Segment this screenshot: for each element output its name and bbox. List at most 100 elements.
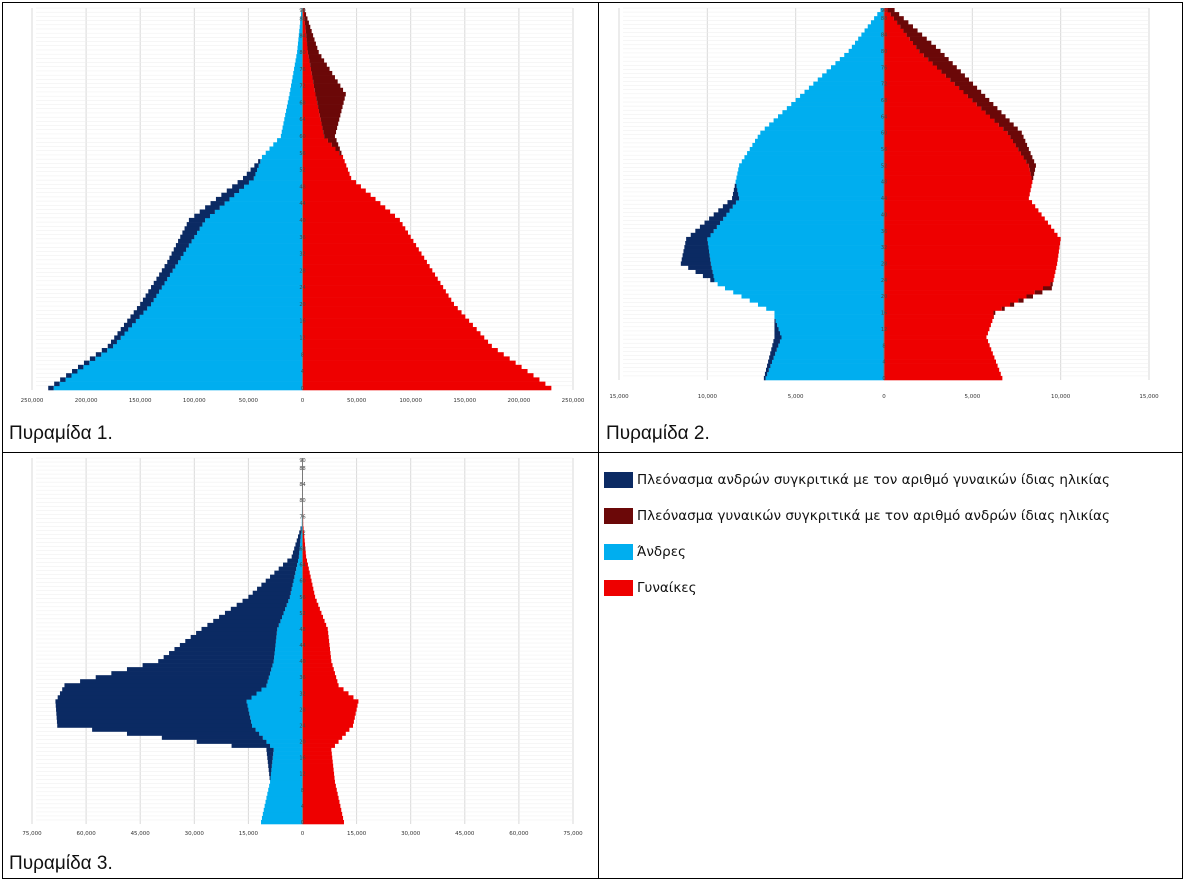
female-bar — [302, 28, 306, 34]
male-surplus-bar — [299, 530, 302, 535]
female-surplus-bar — [1034, 290, 1043, 295]
female-surplus-bar — [303, 8, 305, 13]
male-surplus-bar — [56, 715, 251, 720]
female-bar — [302, 803, 341, 809]
male-bar — [808, 85, 884, 91]
male-bar — [738, 167, 884, 172]
age-label: 4 — [301, 804, 304, 810]
female-bar — [884, 32, 907, 37]
male-surplus-bar — [173, 247, 187, 252]
male-surplus-bar — [265, 578, 294, 583]
female-bar — [302, 268, 433, 273]
female-bar — [302, 763, 334, 768]
female-bar — [884, 294, 1027, 299]
female-bar — [302, 731, 346, 736]
female-bar — [302, 771, 335, 777]
female-bar — [302, 70, 312, 76]
male-bar — [298, 37, 303, 42]
female-bar — [302, 703, 358, 708]
female-surplus-bar — [954, 81, 974, 86]
female-bar — [302, 671, 335, 676]
female-bar — [302, 634, 329, 640]
female-bar — [302, 699, 359, 704]
female-bar — [302, 289, 446, 294]
age-label: 88 — [299, 16, 305, 22]
female-bar — [302, 651, 331, 656]
male-bar — [251, 695, 303, 700]
male-bar — [726, 212, 884, 217]
male-surplus-bar — [210, 201, 225, 206]
male-bar — [737, 171, 884, 176]
female-bar — [302, 723, 353, 728]
female-bar — [302, 327, 477, 332]
age-label: 84 — [881, 33, 887, 39]
female-bar — [302, 33, 307, 38]
female-bar — [302, 675, 337, 680]
female-bar — [884, 228, 1055, 234]
male-bar — [714, 277, 884, 283]
male-bar — [191, 238, 303, 244]
male-bar — [278, 622, 303, 628]
age-label: 84 — [299, 482, 305, 488]
male-surplus-bar — [213, 618, 281, 624]
female-bar — [302, 751, 332, 756]
male-surplus-bar — [266, 751, 274, 756]
x-tick-label: 60,000 — [76, 831, 96, 837]
female-bar — [302, 356, 510, 361]
male-bar — [301, 530, 303, 535]
female-bar — [302, 614, 324, 620]
female-bar — [884, 8, 888, 13]
female-bar — [302, 739, 339, 744]
age-label: 32 — [299, 691, 305, 697]
female-surplus-bar — [304, 16, 308, 21]
female-bar — [302, 247, 419, 252]
female-bar — [884, 277, 1054, 283]
female-surplus-bar — [916, 44, 936, 50]
male-bar — [270, 671, 303, 676]
female-bar — [302, 112, 320, 118]
male-bar — [259, 731, 303, 736]
female-surplus-bar — [339, 150, 342, 156]
female-bar — [302, 293, 449, 298]
female-bar — [302, 205, 386, 210]
female-bar — [302, 348, 498, 353]
pyramid-2-caption: Πυραμίδα 2. — [606, 423, 710, 444]
male-bar — [773, 118, 884, 123]
female-bar — [302, 566, 309, 571]
male-bar — [716, 224, 884, 230]
male-bar — [277, 626, 303, 632]
female-surplus-bar — [1010, 134, 1024, 140]
male-surplus-bar — [684, 245, 709, 250]
age-label: 68 — [299, 100, 305, 106]
female-surplus-bar — [1010, 302, 1015, 307]
age-label: 90 — [299, 8, 305, 14]
male-bar — [298, 554, 303, 559]
male-bar — [274, 647, 303, 652]
male-bar — [765, 375, 884, 381]
female-bar — [884, 220, 1048, 225]
male-bar — [760, 130, 884, 136]
male-bar — [272, 663, 303, 668]
male-surplus-bar — [148, 289, 160, 294]
male-bar — [249, 711, 303, 716]
female-bar — [302, 301, 454, 307]
male-surplus-bar — [199, 209, 215, 214]
male-bar — [299, 542, 303, 547]
female-bar — [302, 590, 315, 596]
male-bar — [270, 743, 303, 748]
male-bar — [735, 200, 884, 205]
male-bar — [153, 297, 303, 303]
age-label: 32 — [881, 245, 887, 251]
female-bar — [302, 154, 344, 160]
male-bar — [296, 54, 303, 59]
legend-swatch — [604, 472, 633, 488]
female-bar — [884, 36, 910, 42]
female-bar — [884, 52, 924, 58]
female-bar — [302, 129, 324, 135]
male-bar — [735, 179, 884, 185]
female-bar — [302, 643, 330, 648]
table-divider-vertical — [598, 2, 599, 879]
male-surplus-bar — [242, 175, 254, 181]
female-surplus-bar — [311, 70, 333, 76]
male-surplus-bar — [695, 228, 714, 234]
